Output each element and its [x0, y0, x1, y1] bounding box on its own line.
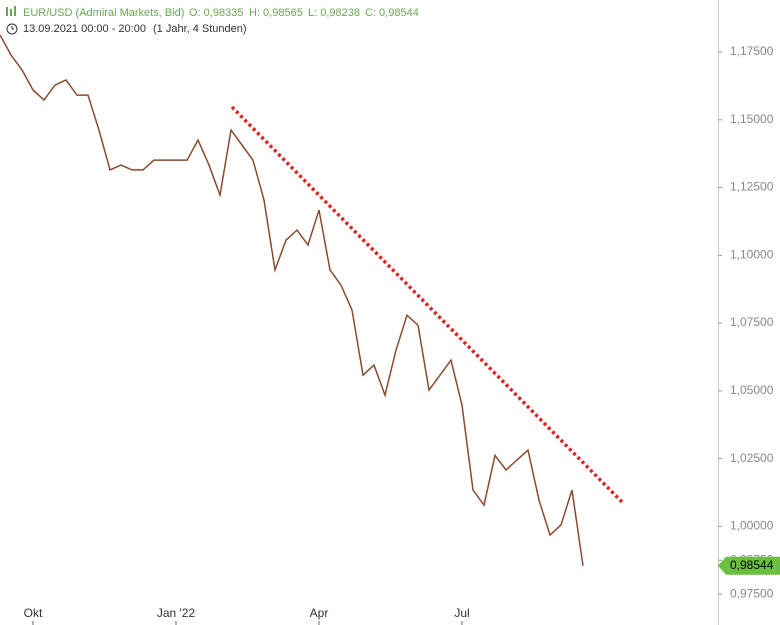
- x-tick-label: Okt: [24, 606, 43, 620]
- title: EUR/USD (Admiral Markets, Bid): [23, 7, 184, 19]
- y-tick-label: 1,17500: [730, 44, 774, 58]
- y-tick-label: 1,15000: [730, 112, 774, 126]
- price-line: [0, 34, 584, 566]
- y-tick-label: 1,10000: [730, 247, 774, 261]
- y-tick-label: 1,07500: [730, 315, 774, 329]
- ohlc-high: H: 0,98565: [249, 7, 303, 19]
- subtitle: 13.09.2021 00:00 - 20:00: [23, 23, 146, 35]
- ohlc-open: O: 0,98335: [189, 7, 243, 19]
- y-tick-label: 1,00000: [730, 519, 774, 533]
- ohlc-low: L: 0,98238: [308, 7, 360, 19]
- ohlc-close: C: 0,98544: [365, 7, 419, 19]
- trend-line: [230, 105, 624, 504]
- y-tick-label: 0,97500: [730, 586, 774, 600]
- y-tick-label: 1,02500: [730, 451, 774, 465]
- header-icon: [6, 6, 18, 35]
- y-tick-label: 1,12500: [730, 180, 774, 194]
- x-tick-label: Jan '22: [157, 606, 196, 620]
- last-price-label: 0,98544: [730, 558, 774, 572]
- x-tick-label: Jul: [454, 606, 469, 620]
- period: (1 Jahr, 4 Stunden): [153, 23, 247, 35]
- y-tick-label: 1,05000: [730, 383, 774, 397]
- last-price-badge: [718, 556, 780, 575]
- x-tick-label: Apr: [310, 606, 329, 620]
